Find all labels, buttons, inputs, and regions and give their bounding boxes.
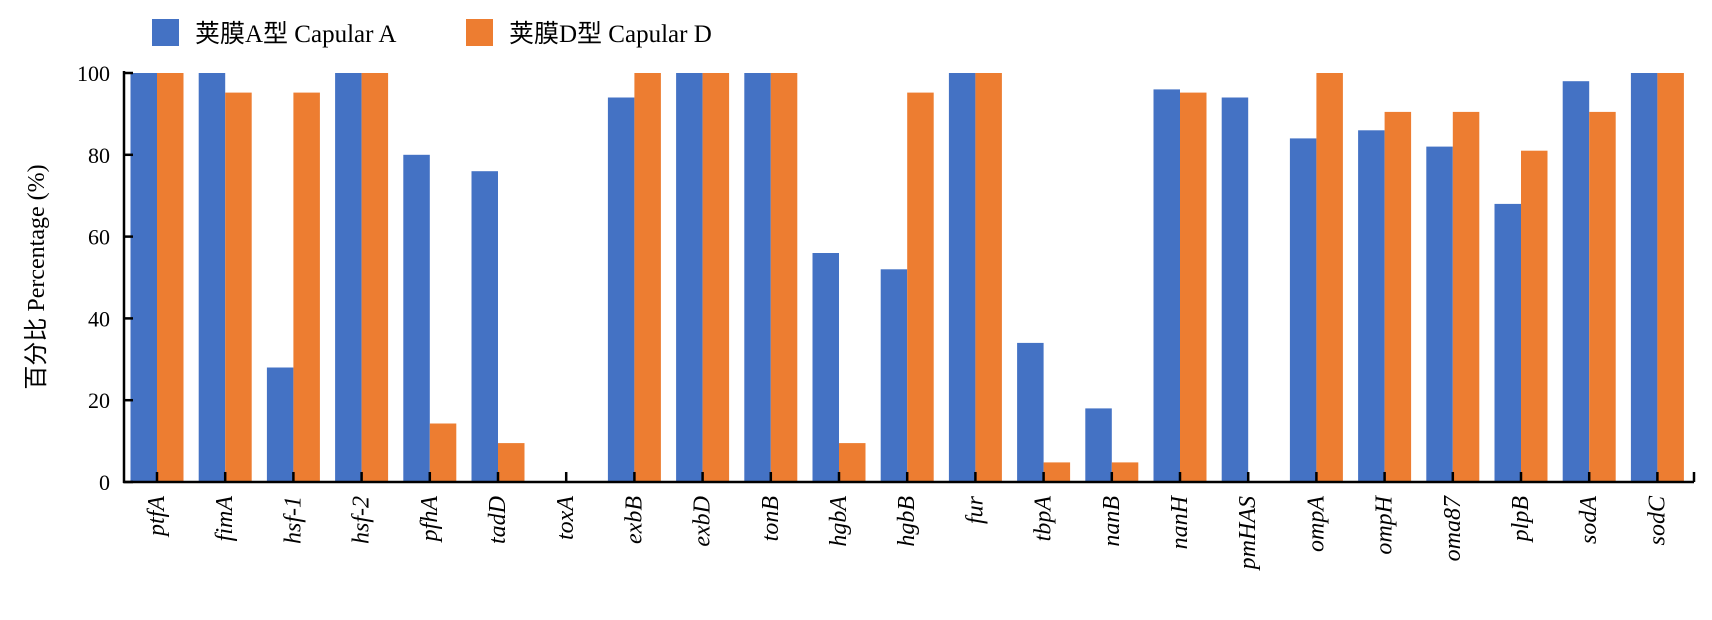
x-tick-label-pfhA: pfhA — [417, 496, 443, 544]
bar-hsf-2-capsule-d — [361, 73, 389, 482]
bar-hgbA-capsule-a — [812, 253, 839, 482]
x-tick-label-oma87: oma87 — [1440, 495, 1466, 561]
bar-sodA-capsule-a — [1562, 81, 1590, 482]
bar-fur-capsule-d — [975, 73, 1002, 482]
bar-pfhA-capsule-a — [403, 154, 430, 483]
legend-label-capsule-a: 荚膜A型 Capular A — [195, 20, 396, 48]
bar-tonB-capsule-d — [770, 73, 798, 482]
legend: 荚膜A型 Capular A 荚膜D型 Capular D — [152, 19, 712, 48]
x-tick-label-pmHAS: pmHAS — [1235, 496, 1261, 571]
bar-fur-capsule-a — [948, 73, 976, 482]
x-tick-label-fimA: fimA — [212, 496, 238, 542]
x-tick-label-ompH: ompH — [1372, 494, 1398, 554]
bar-ompH-capsule-d — [1384, 111, 1412, 483]
bar-nanH-capsule-d — [1180, 92, 1207, 482]
y-tick-label: 0 — [99, 470, 110, 495]
y-tick-label: 60 — [88, 225, 110, 250]
bar-nanB-capsule-a — [1085, 408, 1112, 482]
x-tick-label-tadD: tadD — [485, 496, 511, 544]
x-tick-label-exbD: exbD — [690, 496, 716, 547]
x-tick-label-tbpA: tbpA — [1031, 496, 1057, 542]
bar-ompA-capsule-a — [1289, 138, 1317, 482]
bar-ptfA-capsule-d — [157, 73, 184, 482]
legend-label-capsule-d: 荚膜D型 Capular D — [509, 20, 712, 48]
x-tick-label-nanH: nanH — [1167, 494, 1193, 549]
legend-swatch-capsule-a — [152, 19, 179, 46]
bar-hsf-1-capsule-d — [293, 92, 320, 482]
bar-hsf-2-capsule-a — [335, 73, 362, 482]
bar-plpB-capsule-a — [1494, 203, 1521, 482]
bar-ompH-capsule-a — [1358, 130, 1385, 483]
bar-oma87-capsule-d — [1452, 111, 1480, 483]
x-tick-label-hsf-1: hsf-1 — [280, 496, 306, 544]
x-tick-label-nanB: nanB — [1099, 496, 1125, 547]
x-axis: ptfA fimA hsf-1 hsf-2 pfhA tadD toxA exbB exbD to… — [123, 472, 1696, 571]
bar-pmHAS-capsule-a — [1221, 97, 1249, 482]
y-axis: 0 20 40 60 80 100 — [77, 61, 133, 495]
legend-swatch-capsule-d — [466, 19, 493, 46]
bar-tbpA-capsule-d — [1043, 462, 1071, 482]
x-tick-label-hgbA: hgbA — [826, 496, 852, 547]
bar-hgbB-capsule-a — [880, 269, 908, 482]
bar-ptfA-capsule-a — [130, 73, 157, 482]
bar-tbpA-capsule-a — [1017, 342, 1044, 482]
x-tick-label-toxA: toxA — [553, 496, 579, 540]
bar-exbD-capsule-a — [676, 73, 703, 482]
bar-exbD-capsule-d — [702, 73, 730, 482]
bar-tonB-capsule-a — [744, 73, 771, 482]
bar-pfhA-capsule-d — [429, 423, 457, 482]
bar-sodC-capsule-d — [1657, 73, 1684, 482]
x-tick-label-ompA: ompA — [1303, 496, 1329, 552]
x-tick-label-plpB: plpB — [1508, 496, 1534, 544]
bar-tadD-capsule-a — [471, 171, 498, 482]
x-tick-label-sodC: sodC — [1644, 495, 1670, 545]
bar-hgbB-capsule-d — [907, 92, 934, 482]
bar-exbB-capsule-d — [634, 73, 661, 482]
bar-nanB-capsule-d — [1111, 462, 1139, 482]
x-tick-label-exbB: exbB — [621, 496, 647, 544]
bar-sodC-capsule-a — [1630, 73, 1658, 482]
bar-hsf-1-capsule-a — [266, 367, 294, 482]
x-tick-label-fur: fur — [962, 495, 988, 524]
x-tick-label-sodA: sodA — [1576, 496, 1602, 544]
y-axis-title: 百分比 Percentage (%) — [23, 164, 50, 389]
bar-tadD-capsule-d — [498, 443, 525, 482]
bar-fimA-capsule-a — [198, 73, 226, 482]
x-tick-label-hsf-2: hsf-2 — [349, 496, 375, 544]
bar-oma87-capsule-a — [1426, 146, 1453, 482]
bar-ompA-capsule-d — [1316, 73, 1343, 482]
bar-plpB-capsule-d — [1521, 150, 1548, 482]
bar-hgbA-capsule-d — [839, 443, 866, 482]
y-tick-label: 80 — [88, 143, 110, 168]
bar-sodA-capsule-d — [1589, 111, 1616, 483]
y-tick-label: 20 — [88, 388, 110, 413]
bar-exbB-capsule-a — [607, 97, 635, 482]
bar-nanH-capsule-a — [1153, 89, 1180, 483]
bar-fimA-capsule-d — [225, 92, 252, 482]
x-tick-label-ptfA: ptfA — [144, 496, 170, 538]
y-tick-label: 100 — [77, 61, 110, 86]
x-tick-label-hgbB: hgbB — [894, 496, 920, 547]
y-tick-label: 40 — [88, 306, 110, 331]
bars — [130, 73, 1684, 483]
x-tick-label-tonB: tonB — [758, 496, 784, 542]
